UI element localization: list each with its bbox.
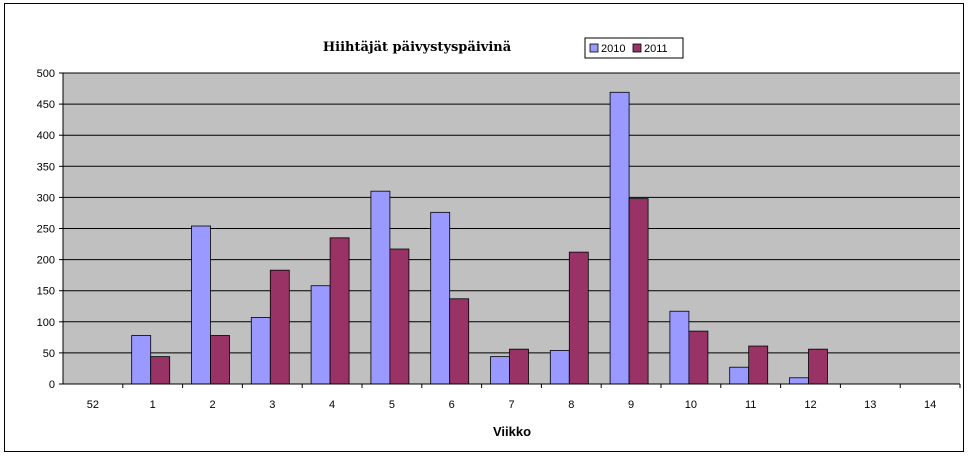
x-tick-labels: 52 1 2 3 4 5 6 7 8 9 10 11 12 13 14	[87, 384, 961, 411]
x-tick-label: 5	[389, 399, 395, 411]
bar-2010-3	[250, 317, 271, 385]
x-tick-label: 3	[269, 399, 275, 411]
bars	[131, 91, 828, 385]
bar-2010-7	[490, 356, 510, 385]
y-tick-label: 400	[37, 130, 55, 142]
y-tick-label: 50	[43, 348, 55, 360]
x-tick-label: 13	[864, 399, 876, 411]
x-tick-label: 1	[150, 399, 156, 411]
bar-2010-9	[609, 91, 630, 385]
x-tick-label: 6	[449, 399, 455, 411]
y-tick-label: 300	[37, 192, 55, 204]
bar-2010-8	[549, 350, 570, 385]
x-tick-label: 14	[924, 399, 936, 411]
bar-2011-4	[329, 237, 350, 385]
y-tick-labels: 0 50 100 150 200 250 300 350 400 450 500	[37, 68, 63, 391]
bar-2010-1	[131, 335, 152, 385]
legend-swatch-2011	[632, 43, 642, 53]
y-tick-label: 450	[37, 99, 55, 111]
x-tick-label: 9	[628, 399, 634, 411]
bar-2011-10	[688, 330, 709, 385]
x-tick-label: 2	[209, 399, 215, 411]
y-tick-label: 0	[49, 379, 55, 391]
bar-2010-4	[310, 285, 331, 385]
legend-swatch-2010	[589, 43, 599, 53]
x-tick-label: 12	[804, 399, 816, 411]
y-tick-label: 100	[37, 317, 55, 329]
bar-2010-5	[370, 190, 391, 385]
bar-2011-8	[568, 251, 589, 385]
bar-2011-12	[808, 348, 828, 385]
bar-2011-9	[628, 198, 649, 385]
bar-2010-12	[789, 377, 809, 385]
x-tick-label: 8	[568, 399, 574, 411]
gridlines	[63, 72, 960, 354]
x-tick-label: 4	[329, 399, 335, 411]
bar-2010-2	[191, 225, 211, 385]
x-tick-label: 11	[745, 399, 756, 411]
y-tick-label: 350	[37, 161, 55, 173]
bar-2011-7	[509, 348, 529, 385]
bar-2011-1	[150, 356, 171, 385]
legend-label-2010: 2010	[601, 43, 625, 55]
bar-2010-10	[669, 310, 690, 385]
bar-2011-3	[269, 269, 290, 385]
chart-title: Hiihtäjät päivystyspäivinä	[323, 40, 512, 55]
x-tick-label: 52	[87, 399, 99, 411]
bar-2011-6	[449, 298, 470, 385]
legend-label-2011: 2011	[644, 43, 668, 55]
bar-2011-11	[748, 345, 769, 385]
bar-2010-6	[430, 211, 451, 385]
bar-2010-11	[729, 366, 750, 385]
bar-2011-5	[389, 248, 410, 385]
y-tick-label: 200	[37, 255, 55, 267]
y-tick-label: 250	[37, 224, 55, 236]
x-tick-label: 10	[685, 399, 697, 411]
bar-2011-2	[210, 335, 230, 385]
x-tick-label: 7	[508, 399, 514, 411]
y-tick-label: 150	[37, 286, 55, 298]
x-axis-title: Viikko	[493, 424, 531, 439]
y-tick-label: 500	[37, 68, 55, 80]
legend: 2010 2011	[584, 37, 684, 59]
